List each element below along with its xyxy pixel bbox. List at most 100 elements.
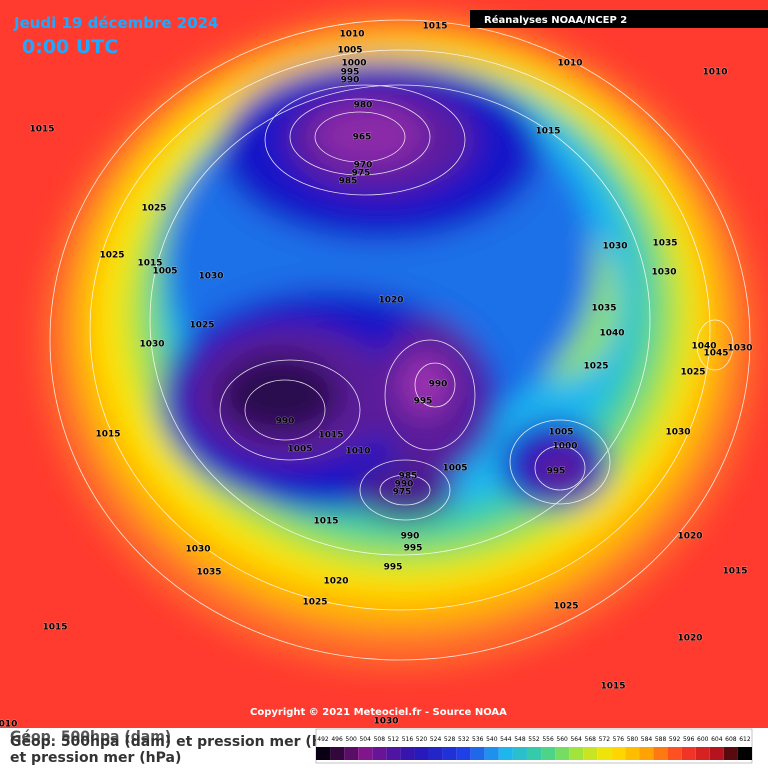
isobar-label: 1030 — [139, 340, 164, 350]
scale-label: 564 — [570, 736, 582, 743]
scale-label: 528 — [444, 736, 456, 743]
scale-label: 560 — [556, 736, 568, 743]
scale-swatch — [358, 747, 373, 760]
isobar-label: 1030 — [727, 344, 752, 354]
scale-label: 612 — [739, 736, 751, 743]
isobar-label: 1015 — [29, 125, 54, 135]
legend-title: Géop. 500hpa (dam) et pression mer (hPa) — [10, 734, 347, 750]
isobar-label: 1015 — [95, 430, 120, 440]
scale-label: 548 — [514, 736, 526, 743]
scale-swatch — [681, 747, 696, 760]
scale-swatch — [386, 747, 401, 760]
isobar-label: 1030 — [665, 428, 690, 438]
scale-swatch — [498, 747, 513, 760]
scale-label: 604 — [711, 736, 723, 743]
map-date: Jeudi 19 décembre 2024 — [13, 14, 219, 32]
isobar-label: 010 — [0, 720, 17, 730]
scale-swatch — [344, 747, 359, 760]
isobar-label: 1030 — [185, 545, 210, 555]
isobar-label: 990 — [395, 480, 414, 490]
isobar-label: 1025 — [189, 321, 214, 331]
isobar-label: 975 — [393, 488, 412, 498]
scale-label: 536 — [472, 736, 484, 743]
isobar-label: 1015 — [535, 127, 560, 137]
isobar-label: 965 — [353, 133, 372, 143]
isobar-label: 1000 — [552, 442, 577, 452]
isobar-label: 995 — [404, 544, 423, 554]
isobar-label: 1025 — [553, 602, 578, 612]
legend-title-2: et pression mer (hPa) — [10, 750, 181, 766]
isobar-label: 1030 — [373, 717, 398, 727]
scale-swatch — [611, 747, 626, 760]
isobar-label: 990 — [276, 417, 295, 427]
isobar-label: 975 — [352, 169, 371, 179]
isobar-label: 1010 — [557, 59, 582, 69]
isobar-label: 995 — [414, 397, 433, 407]
source-badge-bg — [470, 10, 768, 28]
scale-swatch — [484, 747, 499, 760]
isobar-label: 1010 — [345, 447, 370, 457]
scale-label: 492 — [317, 736, 329, 743]
isobar-label: 985 — [399, 472, 418, 482]
isobar-label: 985 — [339, 177, 358, 187]
isobars — [49, 19, 751, 661]
scale-label: 608 — [725, 736, 737, 743]
isobar-label: 995 — [547, 467, 566, 477]
scale-swatch — [442, 747, 457, 760]
scale-label: 568 — [585, 736, 597, 743]
scale-swatch — [597, 747, 612, 760]
scale-label: 496 — [331, 736, 343, 743]
isobar-label: 1030 — [602, 242, 627, 252]
isobar-label: 1035 — [196, 568, 221, 578]
isobar-label: 990 — [341, 76, 360, 86]
scale-swatch — [569, 747, 584, 760]
isobar-label: 1005 — [337, 46, 362, 56]
scale-swatch — [456, 747, 471, 760]
scale-label: 504 — [359, 736, 371, 743]
isobar-label: 1020 — [677, 634, 702, 644]
scale-label: 500 — [345, 736, 357, 743]
scale-swatch — [512, 747, 527, 760]
scale-swatch — [583, 747, 598, 760]
scale-label: 516 — [402, 736, 414, 743]
isobar-label: 1020 — [378, 296, 403, 306]
scale-label: 544 — [500, 736, 512, 743]
isobar-label: 1025 — [99, 251, 124, 261]
scale-label: 552 — [528, 736, 540, 743]
isobar-label: 1015 — [600, 682, 625, 692]
scale-label: 540 — [486, 736, 498, 743]
isobar-label: 980 — [354, 101, 373, 111]
isobar-label: 1045 — [703, 349, 728, 359]
isobar-label: 1005 — [548, 428, 573, 438]
isobar-label: 1030 — [198, 272, 223, 282]
geopotential-field: 1010100510009959901015101010101015980965… — [0, 0, 768, 730]
scale-label: 588 — [655, 736, 667, 743]
isobar-label: 1040 — [599, 329, 624, 339]
isobar-label: 970 — [354, 161, 373, 171]
scale-label: 556 — [542, 736, 554, 743]
isobar-label: 1005 — [152, 267, 177, 277]
isobar-label: 1040 — [691, 342, 716, 352]
legend-title-back: Géop. 500hpa (dam) — [10, 729, 171, 745]
isobar-label: 1015 — [722, 567, 747, 577]
isobar-label: 1005 — [287, 445, 312, 455]
isobar-label: 1030 — [651, 268, 676, 278]
scale-swatch — [414, 747, 429, 760]
scale-label: 572 — [599, 736, 611, 743]
map-time: 0:00 UTC — [22, 36, 118, 58]
scale-swatch — [695, 747, 710, 760]
isobar-label: 1020 — [677, 532, 702, 542]
scale-swatch — [400, 747, 415, 760]
isobar-label: 1025 — [583, 362, 608, 372]
scale-swatch — [625, 747, 640, 760]
isobar-label: 990 — [401, 532, 420, 542]
isobar-label: 1015 — [42, 623, 67, 633]
scale-label: 596 — [683, 736, 695, 743]
isobar-labels: 1010100510009959901015101010101015980965… — [0, 21, 753, 730]
isobar-label: 1025 — [141, 204, 166, 214]
isobar-label: 1025 — [680, 368, 705, 378]
scale-swatch — [639, 747, 654, 760]
isobar-label: 990 — [429, 380, 448, 390]
isobar-label: 1015 — [318, 431, 343, 441]
